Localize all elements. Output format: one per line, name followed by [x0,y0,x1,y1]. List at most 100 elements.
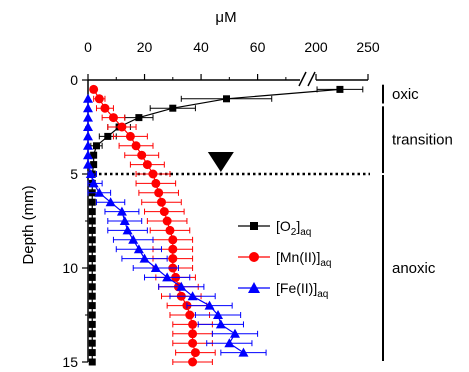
series-line [93,89,197,363]
data-point [88,226,96,234]
data-point [88,358,96,366]
data-point [88,198,96,206]
x-tick-label: 250 [356,39,380,55]
data-point [336,85,344,93]
legend-label-part: ] [296,218,300,234]
data-point [223,95,231,103]
y-tick-label: 15 [62,354,78,370]
data-point [135,114,143,122]
axis-break-mark [298,71,307,87]
data-point [142,160,152,170]
y-tick-label: 10 [62,260,78,276]
data-point [117,122,127,132]
legend-label-part: [Mn(II)] [276,249,320,265]
data-point [90,161,98,169]
data-point [131,141,141,151]
data-point [88,208,96,216]
x-tick-label: 20 [137,39,153,55]
data-point [88,255,96,263]
legend-label: [Fe(II)]aq [276,280,328,300]
data-point [188,319,198,329]
data-point [88,178,99,188]
data-point [238,347,249,357]
data-point [88,273,96,281]
data-point [108,113,118,123]
data-point [168,235,178,245]
data-point [133,244,144,254]
data-point [88,311,96,319]
zone-anoxic: anoxic [382,174,436,362]
series-1 [88,85,364,366]
data-point [88,283,96,291]
data-point [83,140,93,150]
y-tick-label: 5 [70,166,78,182]
data-point [88,292,96,300]
legend-label-part: aq [317,289,328,300]
data-point [83,159,93,169]
data-point [165,225,175,235]
data-point [137,150,147,160]
data-point [162,216,172,226]
data-point [156,197,166,207]
x-tick-label: 0 [84,39,92,55]
data-point [116,206,127,216]
legend-marker [250,222,258,230]
zone-label: transition [392,132,453,149]
y-axis-label: Depth (mm) [20,185,37,264]
legend-label-part: [Fe(II)] [276,280,317,296]
data-point [169,104,177,112]
data-point [151,178,161,188]
legend-label-part: [O [276,218,291,234]
data-point [188,357,198,367]
data-point [83,103,93,113]
data-point [119,216,130,225]
legend-item: [O2]aq [238,218,311,238]
series-3 [83,93,267,357]
data-point [162,272,173,282]
data-point [105,197,116,207]
data-point [188,329,198,339]
legend-label-part: aq [320,258,331,269]
data-point [154,188,164,198]
data-point [168,244,178,254]
data-point [83,112,93,122]
series-line [91,88,340,362]
zones: oxic transition anoxic [382,84,453,362]
data-point [88,320,96,328]
data-point [83,150,93,160]
data-point [224,338,235,348]
zone-label: oxic [392,86,419,103]
legend-marker [249,252,259,262]
data-point [168,254,178,264]
threshold-marker-triangle [207,152,234,172]
data-point [159,207,169,217]
data-point [215,319,226,329]
data-point [94,94,104,104]
zone-label: anoxic [392,260,436,277]
data-point [88,245,96,253]
data-point [85,169,96,178]
legend-label: [Mn(II)]aq [276,249,331,269]
data-point [185,310,195,320]
legend-item: [Fe(II)]aq [238,280,328,300]
legend: [O2]aq[Mn(II)]aq[Fe(II)]aq [238,218,331,300]
data-point [83,131,93,141]
data-point [94,187,105,197]
data-point [88,302,96,310]
legend-item: [Mn(II)]aq [238,249,331,269]
data-point [139,253,150,263]
series-layer [83,84,364,367]
zone-transition: transition [382,106,453,174]
data-point [90,151,98,159]
data-point [83,93,93,103]
data-point [229,328,240,338]
legend-marker [248,282,260,293]
data-point [83,122,93,131]
data-point [88,217,96,225]
data-point [88,264,96,272]
data-point [176,281,187,291]
threshold-layer [88,152,370,176]
zone-oxic: oxic [382,84,419,104]
data-point [92,142,100,150]
